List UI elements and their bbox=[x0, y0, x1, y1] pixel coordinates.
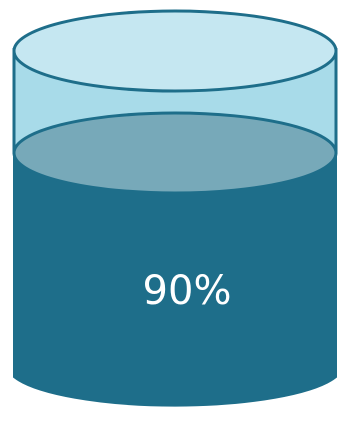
percentage-label: 90% bbox=[143, 268, 232, 314]
liquid-surface bbox=[12, 111, 338, 195]
cylinder-top-rim bbox=[12, 9, 338, 93]
